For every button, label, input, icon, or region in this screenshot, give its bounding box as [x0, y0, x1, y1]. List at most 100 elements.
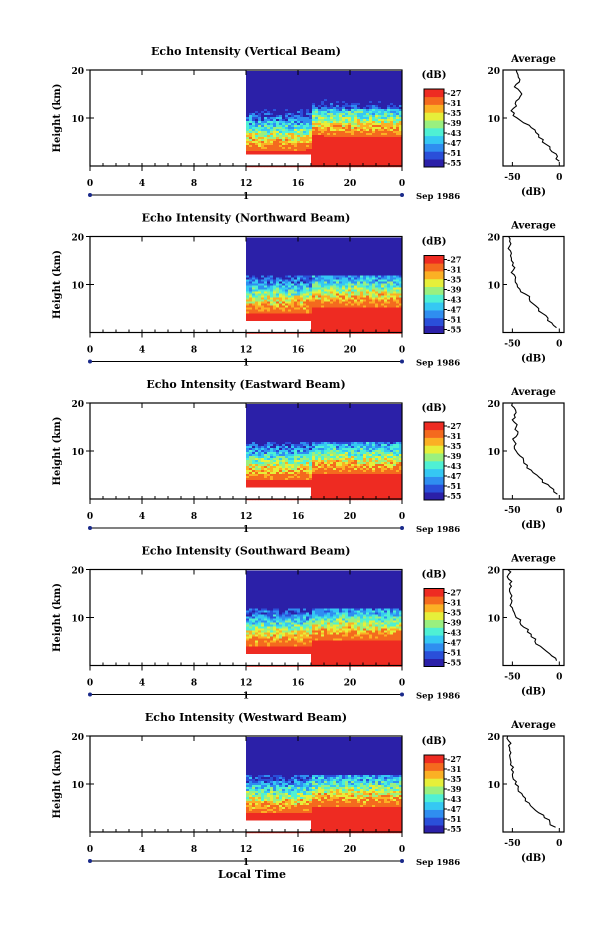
heatmap-cell [285, 93, 289, 96]
heatmap-cell [279, 145, 283, 148]
heatmap-cell [276, 309, 280, 312]
heatmap-cell [333, 245, 337, 248]
heatmap-cell [345, 279, 349, 282]
heatmap-cell [324, 71, 328, 74]
heatmap-cell [291, 131, 295, 134]
heatmap-cell [342, 123, 346, 126]
heatmap-cell [342, 81, 346, 84]
heatmap-cell [297, 261, 301, 264]
heatmap-cell [339, 87, 343, 90]
heatmap-cell [336, 305, 340, 308]
heatmap-cell [279, 73, 283, 76]
heatmap-cell [279, 255, 283, 258]
heatmap-cell [381, 265, 385, 268]
heatmap-cell [342, 125, 346, 128]
heatmap-cell [369, 135, 373, 138]
heatmap-cell [390, 251, 394, 254]
heatmap-cell [324, 85, 328, 88]
heatmap-cell [375, 147, 379, 150]
heatmap-cell [294, 247, 298, 250]
heatmap-cell [399, 273, 403, 276]
heatmap-cell [282, 103, 286, 106]
heatmap-cell [363, 133, 367, 136]
heatmap-cell [267, 283, 271, 286]
heatmap-cell [267, 153, 271, 156]
heatmap-cell [360, 83, 364, 86]
heatmap-cell [399, 315, 403, 318]
heatmap-cell [351, 275, 355, 278]
heatmap-cell [321, 259, 325, 262]
heatmap-cell [294, 139, 298, 142]
heatmap-cell [390, 131, 394, 134]
heatmap-cell [276, 249, 280, 252]
heatmap-cell [294, 141, 298, 144]
heatmap-cell [366, 273, 370, 276]
heatmap-cell [354, 83, 358, 86]
heatmap-cell [387, 113, 391, 116]
heatmap-cell [264, 93, 268, 96]
heatmap-cell [336, 71, 340, 74]
heatmap-cell [321, 289, 325, 292]
heatmap-cell [372, 263, 376, 266]
heatmap-cell [315, 299, 319, 302]
heatmap-cell [279, 253, 283, 256]
heatmap-cell [321, 141, 325, 144]
heatmap-cell [360, 141, 364, 144]
heatmap-cell [333, 143, 337, 146]
heatmap-cell [252, 123, 256, 126]
heatmap-cell [354, 93, 358, 96]
heatmap-cell [366, 259, 370, 262]
heatmap-cell [381, 159, 385, 162]
heatmap-cell [360, 327, 364, 330]
heatmap-cell [396, 157, 400, 160]
heatmap-cell [264, 97, 268, 100]
heatmap-cell [255, 149, 259, 152]
heatmap-cell [246, 243, 250, 246]
heatmap-cell [258, 289, 262, 292]
heatmap-cell [249, 307, 253, 310]
heatmap-cell [252, 109, 256, 112]
heatmap-cell [255, 139, 259, 142]
heatmap-cell [312, 281, 316, 284]
heatmap-cell [300, 79, 304, 82]
heatmap-cell [339, 243, 343, 246]
heatmap-cell [258, 147, 262, 150]
heatmap-cell [384, 269, 388, 272]
heatmap-cell [294, 303, 298, 306]
heatmap-cell [282, 309, 286, 312]
heatmap-cell [291, 301, 295, 304]
heatmap-cell [378, 107, 382, 110]
heatmap-cell [318, 287, 322, 290]
heatmap-cell [381, 247, 385, 250]
heatmap-cell [387, 275, 391, 278]
heatmap-cell [375, 105, 379, 108]
heatmap-cell [294, 297, 298, 300]
heatmap-cell [384, 299, 388, 302]
heatmap-cell [327, 311, 331, 314]
heatmap-cell [267, 237, 271, 240]
heatmap-cell [381, 103, 385, 106]
heatmap-cell [282, 291, 286, 294]
heatmap-cell [399, 117, 403, 120]
heatmap-cell [309, 87, 313, 90]
heatmap-cell [246, 305, 250, 308]
heatmap-cell [294, 91, 298, 94]
heatmap-cell [348, 79, 352, 82]
heatmap-cell [279, 249, 283, 252]
heatmap-cell [297, 273, 301, 276]
heatmap-cell [249, 79, 253, 82]
heatmap-cell [321, 97, 325, 100]
heatmap-cell [348, 319, 352, 322]
heatmap-cell [267, 293, 271, 296]
heatmap-cell [372, 119, 376, 122]
heatmap-cell [393, 145, 397, 148]
heatmap-cell [282, 131, 286, 134]
heatmap-cell [261, 269, 265, 272]
heatmap-cell [390, 249, 394, 252]
heatmap-cell [255, 309, 259, 312]
heatmap-cell [348, 281, 352, 284]
heatmap-cell [324, 141, 328, 144]
heatmap-cell [345, 95, 349, 98]
heatmap-cell [357, 261, 361, 264]
heatmap-cell [375, 145, 379, 148]
